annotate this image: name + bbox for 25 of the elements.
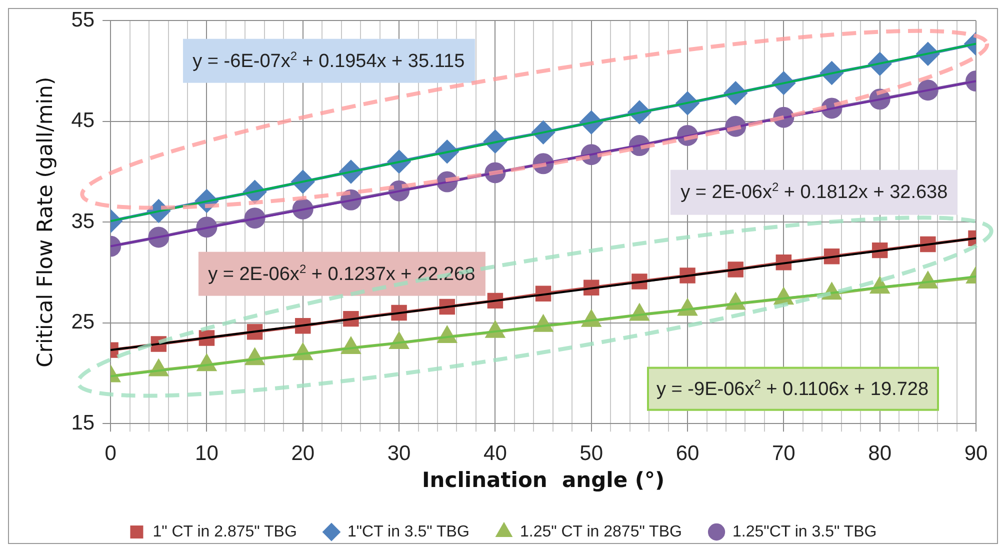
x-axis-title: Inclination angle (°) xyxy=(422,468,665,492)
y-tick-label: 35 xyxy=(71,210,95,233)
legend-label: 1" CT in 2.875" TBG xyxy=(152,523,297,540)
x-tick-label: 50 xyxy=(580,442,604,465)
legend-label: 1.25" CT in 2875" TBG xyxy=(520,523,682,540)
x-tick-label: 80 xyxy=(868,442,892,465)
y-axis-title: Critical Flow Rate (gall/min) xyxy=(33,76,58,368)
x-tick-label: 40 xyxy=(484,442,507,465)
x-tick-label: 20 xyxy=(291,442,315,465)
annotation: y = -6E-07x$^{2}$ + 0.1954x + 35.115 xyxy=(182,38,475,84)
x-tick-label: 0 xyxy=(104,442,116,465)
y-tick-label: 25 xyxy=(71,310,95,334)
legend-label: 1"CT in 3.5" TBG xyxy=(347,523,470,540)
annotation: y = 2E-06x$^{2}$ + 0.1237x + 22.268 xyxy=(198,252,486,296)
x-tick-label: 90 xyxy=(964,442,988,465)
x-tick-label: 60 xyxy=(676,442,700,465)
x-tick-label: 30 xyxy=(387,442,411,465)
y-tick-label: 45 xyxy=(71,109,95,132)
legend-label: 1.25"CT in 3.5" TBG xyxy=(732,523,877,540)
annotation: y = 2E-06x$^{2}$ + 0.1812x + 32.638 xyxy=(670,170,958,214)
x-tick-label: 10 xyxy=(195,442,218,465)
y-tick-label: 15 xyxy=(71,411,95,434)
y-tick-label: 55 xyxy=(71,8,95,32)
x-tick-label: 70 xyxy=(772,442,796,465)
annotation: y = -9E-06x$^{2}$ + 0.1106x + 19.728 xyxy=(646,366,939,411)
